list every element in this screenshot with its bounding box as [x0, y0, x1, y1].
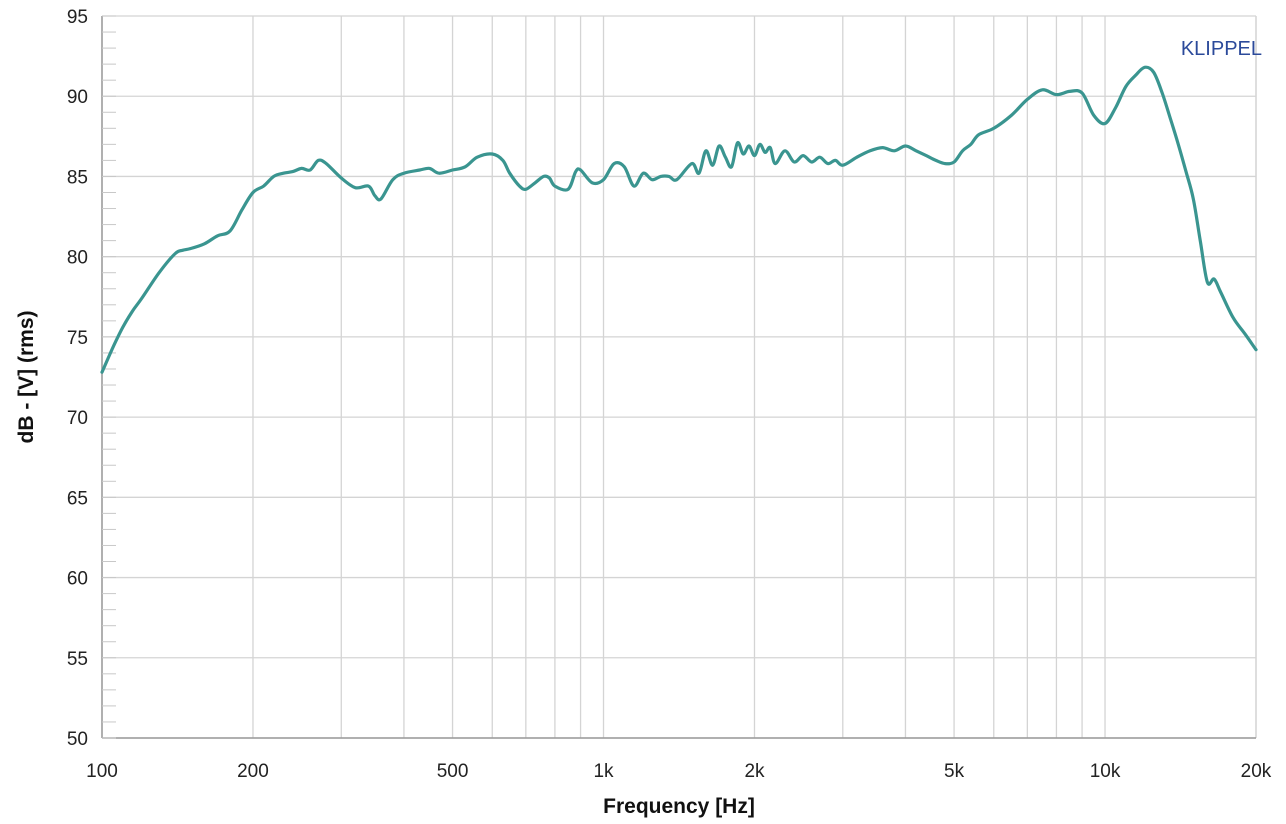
x-tick-label: 500: [437, 761, 469, 782]
y-tick-label: 60: [67, 569, 88, 590]
x-tick-label: 20k: [1241, 761, 1272, 782]
y-tick-label: 50: [67, 729, 88, 750]
y-tick-label: 90: [67, 87, 88, 108]
y-tick-label: 55: [67, 649, 88, 670]
y-tick-label: 70: [67, 408, 88, 429]
chart-grid: [101, 15, 1257, 739]
y-tick-label: 65: [67, 488, 88, 509]
x-tick-label: 2k: [744, 761, 765, 782]
y-axis-title: dB - [V] (rms): [15, 311, 38, 444]
y-minor-ticks: [102, 15, 116, 739]
series-layer: [100, 65, 1258, 374]
x-tick-label: 10k: [1090, 761, 1121, 782]
series-line-0: [100, 65, 1258, 374]
x-axis-title: Frequency [Hz]: [603, 795, 755, 818]
y-tick-label: 85: [67, 167, 88, 188]
brand-label: KLIPPEL: [1181, 38, 1262, 60]
x-tick-labels: 100 200 500 1k 2k 5k 10k 20k: [86, 761, 1272, 782]
y-tick-labels: 50 55 60 65 70 75 80 85 90 95: [67, 7, 88, 750]
x-tick-label: 5k: [944, 761, 965, 782]
x-tick-label: 200: [237, 761, 269, 782]
x-tick-label: 100: [86, 761, 118, 782]
y-tick-label: 95: [67, 7, 88, 28]
y-tick-label: 80: [67, 248, 88, 269]
x-tick-label: 1k: [593, 761, 614, 782]
y-tick-label: 75: [67, 328, 88, 349]
